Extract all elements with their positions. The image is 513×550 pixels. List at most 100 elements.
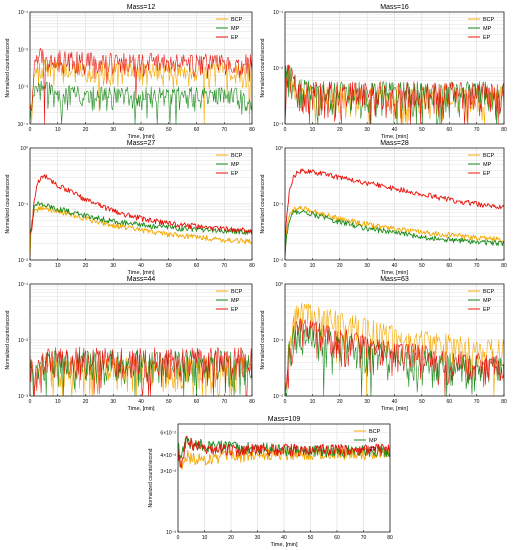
y-tick-label: 10⁻³ xyxy=(18,85,28,91)
x-tick-label: 50 xyxy=(419,127,425,133)
x-axis-label: Time, [min] xyxy=(128,270,155,276)
series-bcp-line xyxy=(285,205,504,257)
legend-label-ep: EP xyxy=(231,171,239,177)
x-axis-label: Time, [min] xyxy=(381,270,408,276)
y-axis-label: Normalized counts/second xyxy=(5,38,11,97)
x-tick-label: 60 xyxy=(446,127,452,133)
x-tick-label: 10 xyxy=(310,399,316,405)
legend-label-mp: MP xyxy=(369,438,378,444)
x-tick-label: 70 xyxy=(474,399,480,405)
x-tick-label: 80 xyxy=(387,535,393,541)
grid xyxy=(284,284,505,397)
y-tick-label: 10⁻² xyxy=(166,530,176,536)
chart-title: Mass=12 xyxy=(127,4,156,11)
y-tick-label: 10⁻¹ xyxy=(273,338,283,344)
legend: BCP MP EP xyxy=(354,429,381,453)
x-tick-label: 40 xyxy=(138,127,144,133)
panel-mass-16: Mass=16 0 10 20 30 40 50 60 70 80 Time, [min] 10⁻³ 1… xyxy=(260,4,507,140)
x-tick-label: 20 xyxy=(228,535,234,541)
y-axis-label: Normalized counts/second xyxy=(260,310,266,369)
series-bcp-line xyxy=(30,59,252,124)
x-tick-label: 20 xyxy=(337,399,343,405)
y-tick-label: 10⁻³ xyxy=(18,394,28,400)
series-bcp-line xyxy=(285,302,504,396)
x-tick-label: 50 xyxy=(419,399,425,405)
x-tick-label: 20 xyxy=(83,263,89,269)
x-tick-label: 80 xyxy=(501,399,507,405)
y-tick-label: 10⁰ xyxy=(275,282,283,288)
x-tick-label: 30 xyxy=(110,399,116,405)
x-tick-label: 10 xyxy=(202,535,208,541)
x-tick-label: 40 xyxy=(392,399,398,405)
series-bcp-line xyxy=(285,65,504,124)
panel-mass-27: Mass=27 0 10 20 30 40 50 60 70 80 Time, [min] 10⁻² 1… xyxy=(5,140,255,276)
y-tick-label: 10⁻² xyxy=(273,66,283,72)
legend: BCP MP EP xyxy=(216,289,243,313)
series-ep-line xyxy=(30,174,252,235)
legend: BCP MP EP xyxy=(216,153,243,177)
x-tick-label: 50 xyxy=(419,263,425,269)
series-ep-line xyxy=(285,168,504,244)
x-tick-label: 60 xyxy=(194,399,200,405)
legend-label-ep: EP xyxy=(231,35,239,41)
legend-label-mp: MP xyxy=(483,298,492,304)
legend-label-bcp: BCP xyxy=(231,17,243,23)
x-tick-label: 80 xyxy=(501,263,507,269)
legend: BCP MP EP xyxy=(468,17,495,41)
y-tick-label: 10⁰ xyxy=(275,146,283,152)
legend-label-bcp: BCP xyxy=(231,153,243,159)
y-tick-label: 10⁻¹ xyxy=(18,202,28,208)
x-tick-label: 70 xyxy=(474,127,480,133)
y-tick-label: 10⁻¹ xyxy=(273,202,283,208)
y-tick-label: 10⁻² xyxy=(18,258,28,264)
y-tick-label: 3×10⁻² xyxy=(160,469,176,475)
x-axis-label: Time, [min] xyxy=(128,134,155,140)
x-tick-label: 20 xyxy=(83,127,89,133)
chart-title: Mass=63 xyxy=(380,276,409,283)
grid xyxy=(29,148,253,261)
x-tick-label: 10 xyxy=(55,127,61,133)
panel-mass-12: Mass=12 0 10 20 30 40 50 60 70 80 Time, [min] 10⁻⁴ 1… xyxy=(5,4,255,140)
y-tick-label: 10⁻¹ xyxy=(273,10,283,16)
x-tick-label: 80 xyxy=(249,399,255,405)
y-axis-label: Normalized counts/second xyxy=(260,174,266,233)
y-tick-label: 10⁻⁴ xyxy=(18,122,28,128)
x-axis-label: Time, [min] xyxy=(381,134,408,140)
chart-title: Mass=28 xyxy=(380,140,409,147)
y-axis-label: Normalized counts/second xyxy=(5,174,11,233)
legend-label-bcp: BCP xyxy=(483,289,495,295)
legend-label-mp: MP xyxy=(231,26,240,32)
x-tick-label: 60 xyxy=(194,127,200,133)
x-tick-label: 0 xyxy=(29,127,32,133)
x-tick-label: 80 xyxy=(249,263,255,269)
x-tick-label: 30 xyxy=(364,127,370,133)
x-tick-label: 40 xyxy=(138,399,144,405)
panel-mass-109: Mass=109 0 10 20 30 40 50 60 70 80 Time, [min] 10⁻²… xyxy=(148,416,393,548)
legend-label-bcp: BCP xyxy=(483,17,495,23)
legend-label-mp: MP xyxy=(483,26,492,32)
series-mp-line xyxy=(285,209,504,257)
x-tick-label: 0 xyxy=(29,399,32,405)
x-tick-label: 30 xyxy=(110,263,116,269)
x-tick-label: 0 xyxy=(29,263,32,269)
legend-label-bcp: BCP xyxy=(483,153,495,159)
chart-title: Mass=27 xyxy=(127,140,156,147)
x-tick-label: 10 xyxy=(55,399,61,405)
chart-title: Mass=44 xyxy=(127,276,156,283)
series-ep-line xyxy=(285,318,504,396)
legend-label-mp: MP xyxy=(231,162,240,168)
x-tick-label: 60 xyxy=(194,263,200,269)
x-tick-label: 70 xyxy=(361,535,367,541)
legend-label-ep: EP xyxy=(483,171,491,177)
x-tick-label: 50 xyxy=(166,399,172,405)
x-tick-label: 60 xyxy=(446,399,452,405)
y-axis-label: Normalized counts/second xyxy=(260,38,266,97)
x-tick-label: 80 xyxy=(501,127,507,133)
series-bcp-line xyxy=(30,205,252,257)
x-tick-label: 0 xyxy=(177,535,180,541)
legend-label-ep: EP xyxy=(483,35,491,41)
x-tick-label: 50 xyxy=(166,127,172,133)
x-tick-label: 70 xyxy=(221,263,227,269)
y-tick-label: 4×10⁻² xyxy=(160,453,176,459)
x-tick-label: 60 xyxy=(334,535,340,541)
